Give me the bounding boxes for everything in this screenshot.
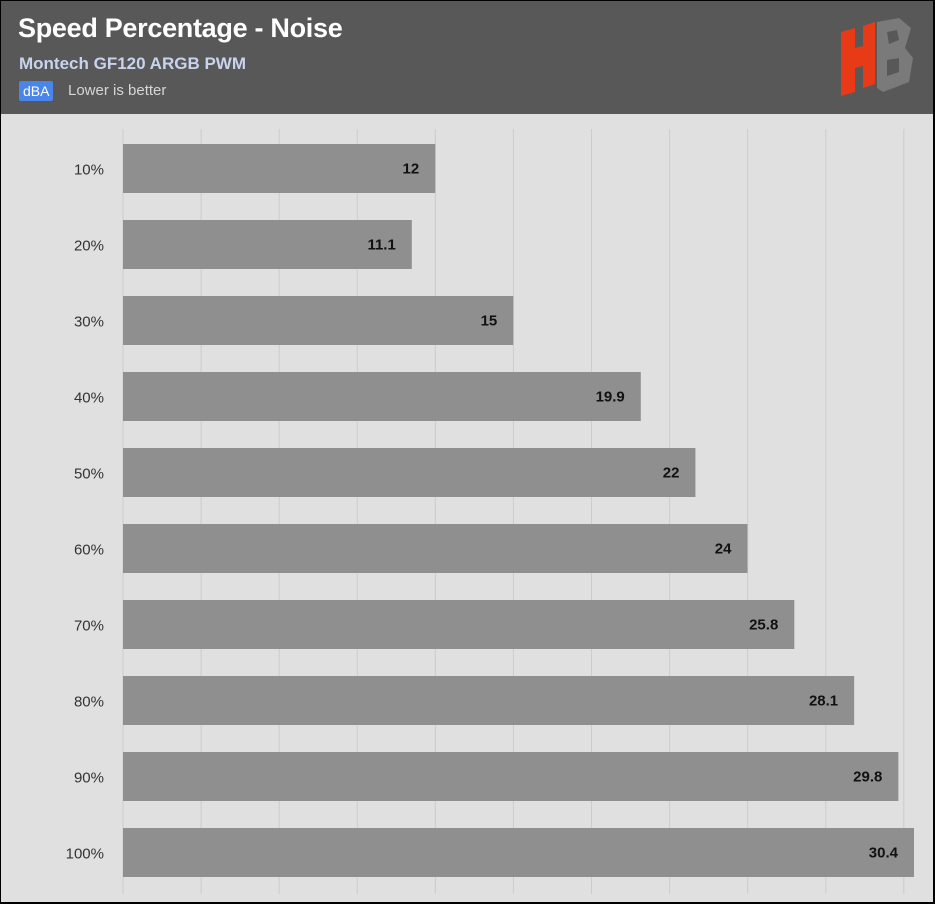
category-label: 10% <box>74 162 104 179</box>
category-label: 100% <box>66 846 104 863</box>
bar-row: 90% 29.8 <box>74 752 899 801</box>
bar-row: 60% 24 <box>74 524 748 573</box>
bar <box>123 448 696 497</box>
chart-subtitle: Montech GF120 ARGB PWM <box>19 54 246 73</box>
value-label: 25.8 <box>749 617 778 634</box>
value-label: 24 <box>715 541 732 558</box>
category-label: 60% <box>74 542 104 559</box>
bar <box>123 828 914 877</box>
bar-row: 30% 15 <box>74 296 514 345</box>
category-label: 80% <box>74 694 104 711</box>
value-label: 15 <box>481 313 498 330</box>
bar-row: 100% 30.4 <box>66 828 914 877</box>
bar-row: 70% 25.8 <box>74 600 795 649</box>
chart-title: Speed Percentage - Noise <box>18 13 343 43</box>
category-label: 40% <box>74 390 104 407</box>
category-label: 50% <box>74 466 104 483</box>
bar-chart: 10% 12 20% 11.1 30% 15 40% 19.9 50% 22 60% 24 70% 25.… <box>66 129 914 894</box>
value-label: 22 <box>663 465 680 482</box>
chart-header: Speed Percentage - Noise Montech GF120 A… <box>1 1 933 114</box>
bar <box>123 752 899 801</box>
bar <box>123 296 514 345</box>
category-label: 30% <box>74 314 104 331</box>
bar <box>123 676 855 725</box>
value-label: 29.8 <box>853 769 882 786</box>
chart-plot-area: 10% 12 20% 11.1 30% 15 40% 19.9 50% 22 60% 24 70% 25.… <box>1 114 933 902</box>
bar-row: 10% 12 <box>74 144 436 193</box>
category-label: 90% <box>74 770 104 787</box>
bar-row: 40% 19.9 <box>74 372 641 421</box>
bar <box>123 144 436 193</box>
bar <box>123 524 748 573</box>
unit-badge: dBA <box>19 81 54 101</box>
category-label: 70% <box>74 618 104 635</box>
bar <box>123 220 412 269</box>
bar-row: 50% 22 <box>74 448 696 497</box>
bar-row: 20% 11.1 <box>74 220 412 269</box>
site-logo-icon <box>841 18 913 96</box>
value-label: 28.1 <box>809 693 838 710</box>
bar <box>123 600 795 649</box>
bar-row: 80% 28.1 <box>74 676 855 725</box>
bar <box>123 372 641 421</box>
value-label: 19.9 <box>596 389 625 406</box>
value-label: 12 <box>403 161 420 178</box>
value-label: 30.4 <box>869 845 899 862</box>
value-label: 11.1 <box>367 237 395 254</box>
unit-note: Lower is better <box>68 82 167 99</box>
category-label: 20% <box>74 238 104 255</box>
